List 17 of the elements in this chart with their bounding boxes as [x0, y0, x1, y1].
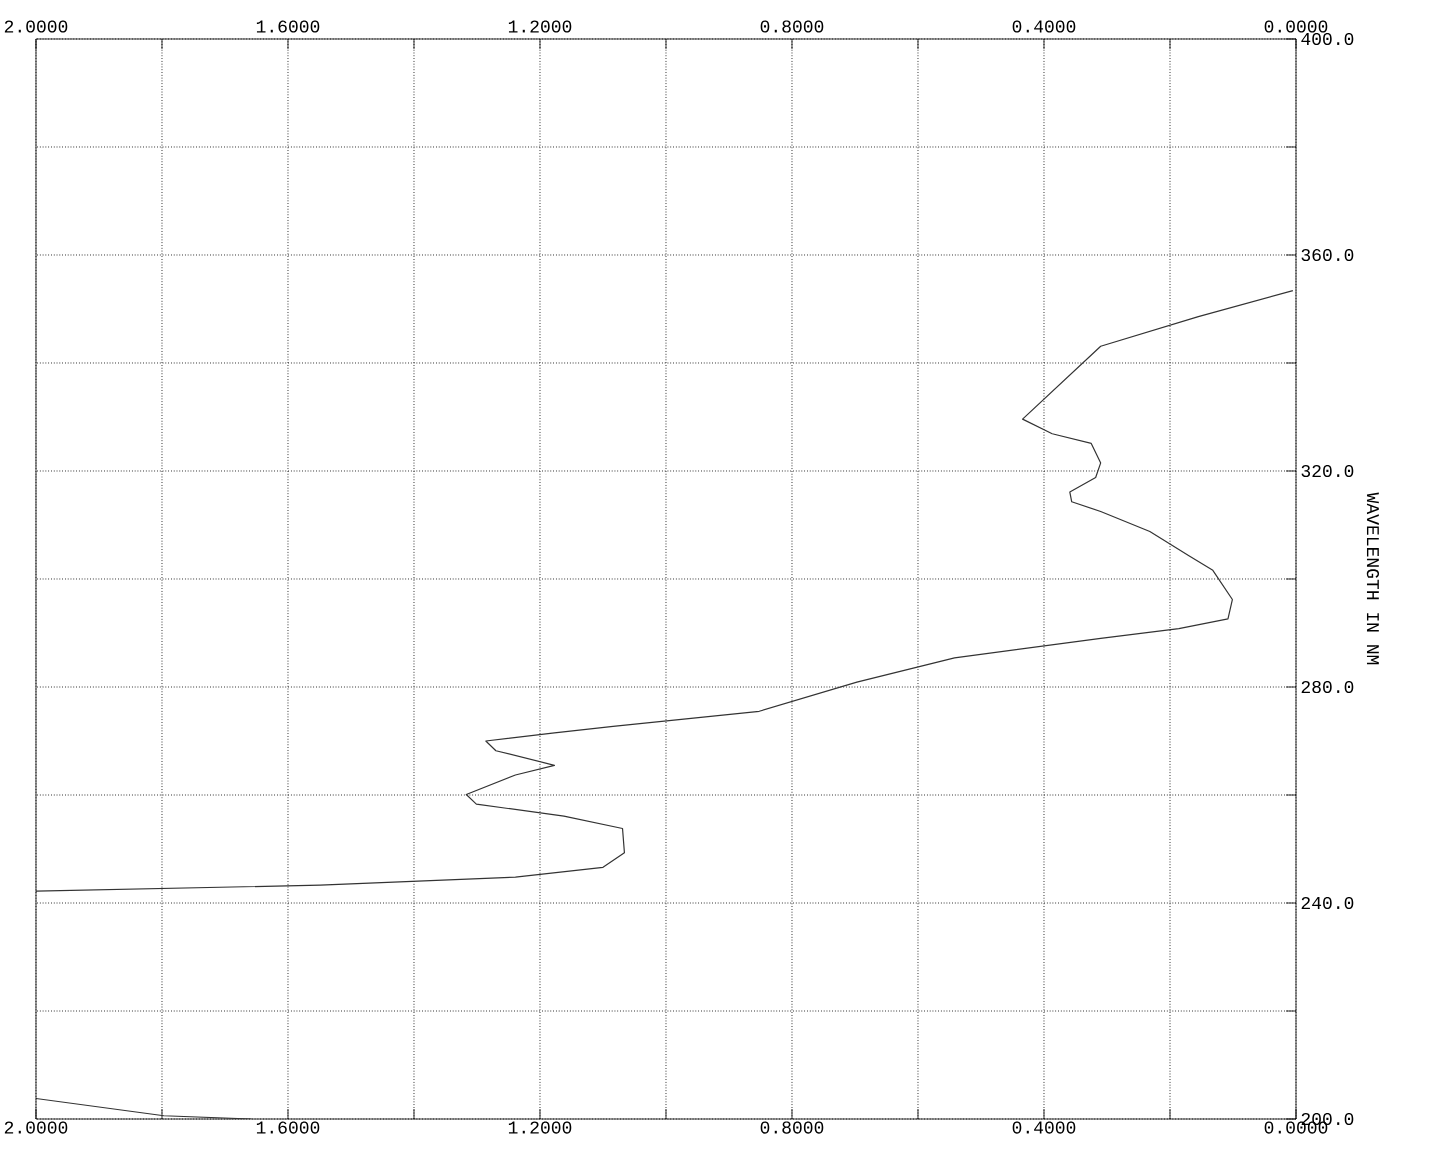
x-tick-label: 1.2000 — [508, 1121, 572, 1134]
x2-tick-label: 0.4000 — [1012, 20, 1076, 33]
y-tick-label: 320.0 — [1301, 464, 1354, 478]
x-tick-label: 1.6000 — [256, 1121, 320, 1134]
x2-tick-label: 0.0000 — [1264, 20, 1328, 33]
y-tick-label: 360.0 — [1301, 248, 1354, 262]
y-tick-label: 240.0 — [1301, 896, 1354, 910]
x2-tick-label: 2.0000 — [4, 20, 68, 33]
y-axis-title: WAVELENGTH IN NM — [1366, 492, 1380, 665]
x-tick-label: 2.0000 — [4, 1121, 68, 1134]
x-tick-label: 0.8000 — [760, 1121, 824, 1134]
x-tick-label: 0.4000 — [1012, 1121, 1076, 1134]
x2-tick-label: 0.8000 — [760, 20, 824, 33]
y-tick-label: 280.0 — [1301, 680, 1354, 694]
x2-tick-label: 1.2000 — [508, 20, 572, 33]
x2-tick-label: 1.6000 — [256, 20, 320, 33]
y-tick-label: 400.0 — [1301, 32, 1354, 46]
